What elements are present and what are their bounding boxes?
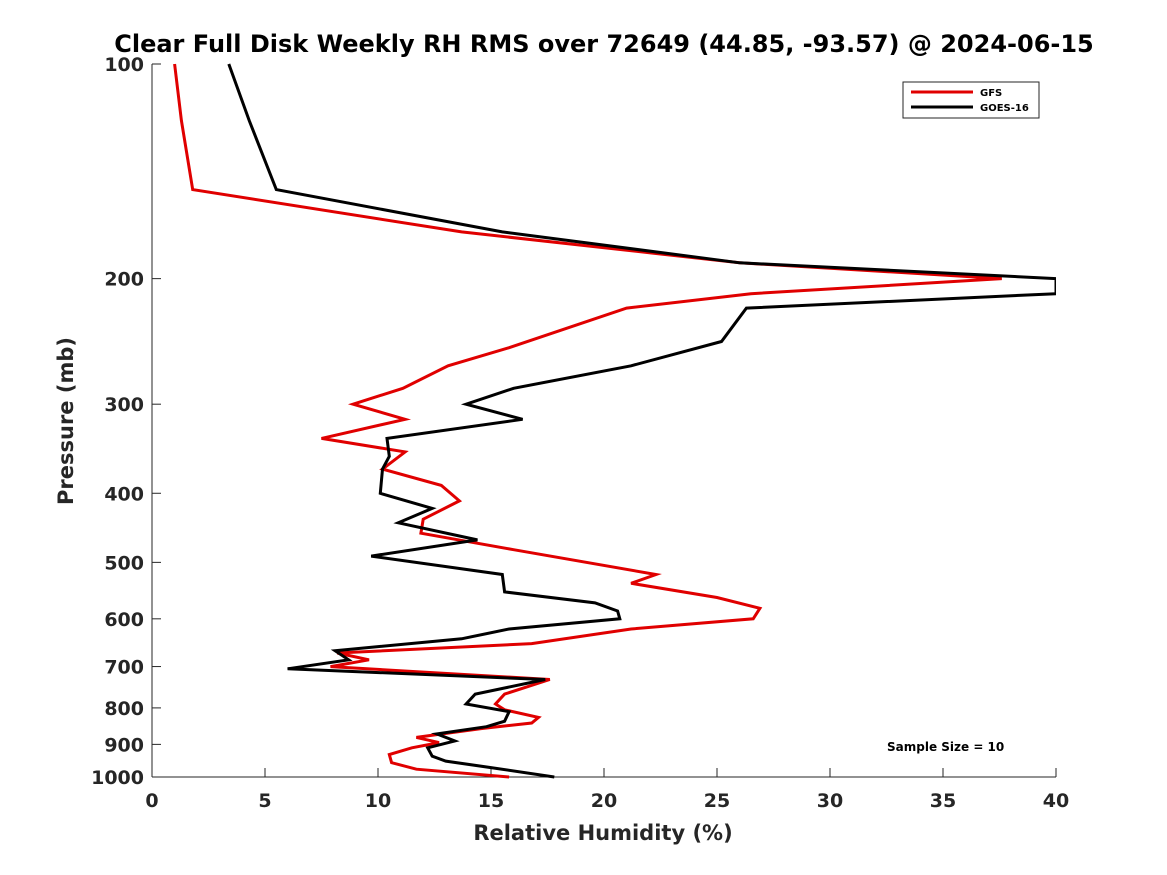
y-tick-label: 200 <box>104 269 144 291</box>
x-tick-label: 25 <box>704 790 730 812</box>
y-axis: 100 200 300 400 500 600 700 800 900 1000 <box>91 54 161 789</box>
x-tick-label: 0 <box>145 790 158 812</box>
y-tick-label: 600 <box>104 609 144 631</box>
sample-size-annotation: Sample Size = 10 <box>887 740 1004 754</box>
legend-label-goes-16: GOES-16 <box>980 103 1029 114</box>
x-tick-label: 20 <box>591 790 617 812</box>
x-axis-label: Relative Humidity (%) <box>473 821 732 845</box>
y-tick-label: 700 <box>104 657 144 679</box>
y-tick-label: 1000 <box>91 767 144 789</box>
y-tick-label: 500 <box>104 552 144 574</box>
legend-label-gfs: GFS <box>980 88 1002 99</box>
x-axis: 0 5 10 15 20 25 30 35 40 <box>145 768 1069 812</box>
series-line-goes-16 <box>227 63 1056 779</box>
x-tick-label: 10 <box>365 790 391 812</box>
y-tick-label: 100 <box>104 54 144 76</box>
x-tick-label: 35 <box>930 790 956 812</box>
legend: GFS GOES-16 <box>902 81 1040 119</box>
series-layer <box>173 63 1056 779</box>
plot-background <box>152 64 1056 777</box>
plot-area <box>152 64 1056 777</box>
series-line-gfs <box>173 63 1002 779</box>
y-tick-label: 800 <box>104 698 144 720</box>
y-axis-label: Pressure (mb) <box>54 337 78 505</box>
y-tick-label: 400 <box>104 483 144 505</box>
y-tick-label: 300 <box>104 394 144 416</box>
x-tick-label: 15 <box>478 790 504 812</box>
x-tick-label: 30 <box>817 790 843 812</box>
chart-title: Clear Full Disk Weekly RH RMS over 72649… <box>114 30 1094 58</box>
y-tick-label: 900 <box>104 734 144 756</box>
x-tick-label: 5 <box>258 790 271 812</box>
x-tick-label: 40 <box>1043 790 1069 812</box>
legend-box <box>902 81 1040 119</box>
